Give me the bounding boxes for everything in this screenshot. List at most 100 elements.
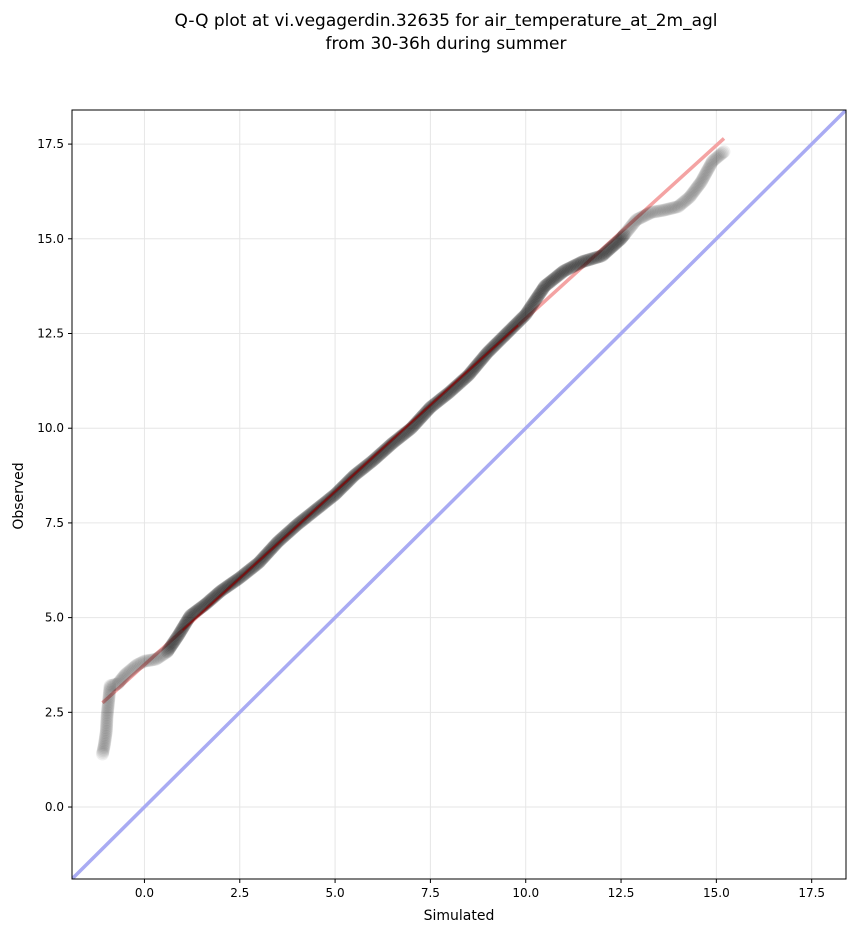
quantile-point (613, 233, 627, 247)
quantile-point (286, 521, 300, 535)
y-tick-label: 0.0 (45, 800, 64, 814)
quantile-point (466, 363, 480, 377)
quantile-point (340, 475, 354, 489)
quantile-point (458, 371, 472, 385)
quantile-point (623, 220, 637, 234)
quantile-point (224, 577, 238, 591)
quantile-point (141, 654, 155, 668)
quantile-point (513, 313, 527, 327)
quantile-point (436, 390, 450, 404)
quantile-point (103, 682, 117, 696)
quantile-point (579, 254, 593, 268)
quantile-point (112, 676, 126, 690)
quantile-point (96, 742, 110, 756)
quantile-point (155, 648, 169, 662)
quantile-point (508, 319, 522, 333)
quantile-point (662, 202, 676, 216)
quantile-point (180, 614, 194, 628)
quantile-point (381, 441, 395, 455)
quantile-point (457, 372, 471, 386)
quantile-point (384, 437, 398, 451)
quantile-point (179, 615, 193, 629)
quantile-point (360, 458, 374, 472)
quantile-point (686, 185, 700, 199)
quantile-point (221, 579, 235, 593)
quantile-point (411, 414, 425, 428)
quantile-point (525, 298, 539, 312)
quantile-point (635, 210, 649, 224)
quantile-point (491, 335, 505, 349)
quantile-point (99, 723, 113, 737)
quantile-point (557, 264, 571, 278)
y-tick-label: 5.0 (45, 611, 64, 625)
quantile-point (667, 201, 681, 215)
plot-frame (71, 109, 847, 880)
quantile-point (590, 250, 604, 264)
quantile-point (617, 228, 631, 242)
quantile-point (595, 249, 609, 263)
quantile-point (355, 463, 369, 476)
quantile-point (696, 172, 710, 186)
quantile-point (289, 519, 303, 533)
quantile-point (503, 323, 517, 337)
quantile-point (272, 534, 286, 548)
quantile-point (389, 433, 403, 447)
quantile-point (271, 535, 285, 549)
quantile-point (378, 443, 392, 457)
quantile-point (653, 204, 667, 218)
quantile-point (254, 553, 268, 567)
quantile-point (356, 461, 370, 475)
quantile-point (367, 452, 381, 466)
quantile-point (683, 190, 697, 204)
quantile-point (115, 672, 129, 686)
quantile-point (495, 331, 509, 345)
quantile-point (573, 256, 587, 270)
quantile-point (336, 480, 350, 494)
quantile-point (705, 156, 719, 170)
quantile-point (157, 647, 171, 661)
quantile-point (626, 217, 640, 231)
quantile-point (597, 247, 611, 261)
quantile-point (364, 455, 378, 469)
quantile-point (694, 175, 708, 189)
quantile-point (518, 309, 532, 323)
quantile-point (468, 361, 482, 375)
quantile-point (452, 377, 466, 391)
quantile-point (534, 285, 548, 299)
quantile-point (587, 251, 601, 265)
quantile-point (688, 183, 702, 197)
quantile-point (96, 747, 109, 761)
quantile-point (674, 197, 688, 211)
quantile-point (100, 711, 114, 725)
quantile-point (129, 659, 143, 673)
quantile-point (421, 403, 435, 417)
quantile-point (639, 208, 653, 222)
quantile-point (698, 168, 712, 182)
quantile-point (512, 314, 526, 328)
quantile-point (622, 222, 636, 236)
quantile-point (207, 590, 221, 604)
quantile-point (431, 394, 445, 408)
quantile-point (599, 246, 613, 260)
quantile-point (170, 630, 184, 644)
quantile-point (423, 400, 437, 414)
quantile-point (147, 653, 161, 667)
quantile-point (344, 472, 358, 486)
quantile-point (164, 639, 178, 653)
quantile-point (359, 459, 373, 473)
quantile-point (370, 450, 384, 464)
quantile-point (712, 149, 726, 163)
quantile-point (205, 591, 219, 605)
quantile-point (395, 428, 409, 442)
quantile-point (351, 466, 365, 480)
quantile-point (612, 234, 626, 248)
quantile-point (177, 618, 191, 632)
x-tick-label: 10.0 (512, 886, 539, 900)
quantile-point (448, 380, 462, 394)
quantile-point (608, 237, 622, 251)
quantile-point (504, 322, 518, 336)
quantile-point (318, 496, 332, 510)
quantile-point (691, 179, 705, 193)
quantile-point (539, 278, 553, 292)
quantile-point (545, 273, 559, 287)
